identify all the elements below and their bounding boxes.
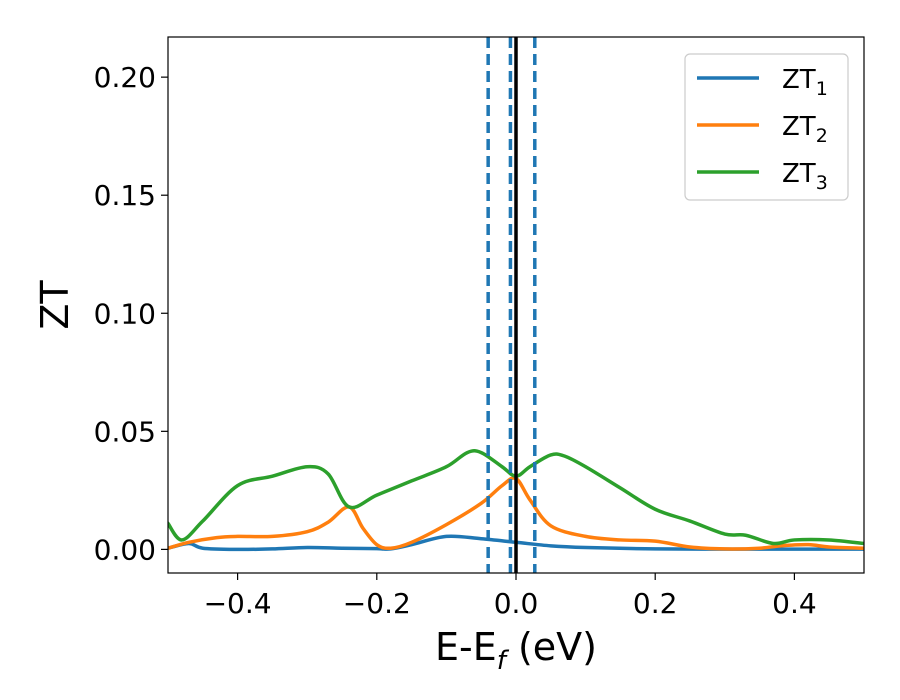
x-tick-label: −0.4 <box>204 587 272 620</box>
y-axis-ticks: 0.00 0.05 0.10 0.15 0.20 <box>94 61 168 566</box>
series-line-zt2 <box>168 476 864 551</box>
y-axis-label: ZT <box>33 280 77 330</box>
series-line-zt1 <box>168 534 864 552</box>
legend-label-zt3: ZT3 <box>782 159 828 194</box>
y-tick-label: 0.00 <box>94 533 156 566</box>
legend: ZT1 ZT2 ZT3 <box>684 53 849 201</box>
legend-label-zt2: ZT2 <box>782 112 828 147</box>
y-tick-label: 0.15 <box>94 179 156 212</box>
y-tick-label: 0.20 <box>94 61 156 94</box>
y-tick-label: 0.05 <box>94 415 156 448</box>
y-tick-label: 0.10 <box>94 297 156 330</box>
x-tick-label: 0.2 <box>633 587 678 620</box>
x-tick-label: 0.0 <box>494 587 539 620</box>
legend-box <box>684 53 849 201</box>
x-tick-label: −0.2 <box>343 587 411 620</box>
x-axis-label: E-Ef (eV) <box>435 625 597 676</box>
legend-label-zt1: ZT1 <box>782 65 828 100</box>
x-tick-label: 0.4 <box>772 587 817 620</box>
x-axis-ticks: −0.4 −0.2 0.0 0.2 0.4 <box>204 573 817 620</box>
reference-lines <box>486 37 537 573</box>
